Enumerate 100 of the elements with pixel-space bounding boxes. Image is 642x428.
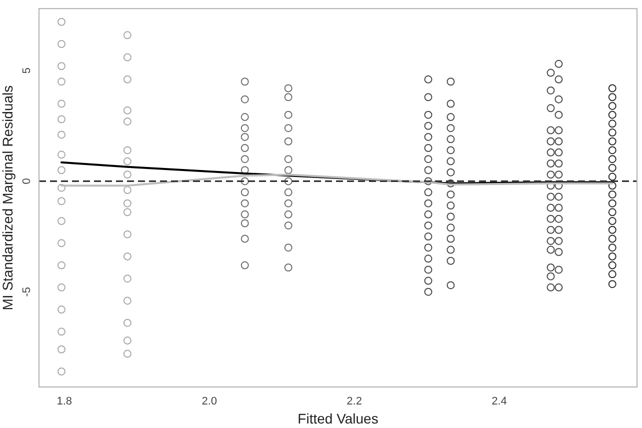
- point: [554, 95, 563, 104]
- point: [424, 221, 432, 230]
- point: [123, 252, 132, 260]
- point: [284, 155, 292, 164]
- point: [284, 244, 292, 252]
- point: [240, 188, 249, 196]
- point: [284, 93, 292, 102]
- point: [240, 78, 249, 86]
- point: [57, 283, 66, 292]
- point: [446, 224, 455, 232]
- point: [284, 124, 292, 132]
- point: [546, 246, 555, 254]
- point: [284, 188, 292, 196]
- point: [554, 148, 563, 156]
- y-tick-label: 5: [21, 68, 34, 74]
- point: [446, 234, 455, 243]
- point: [123, 106, 132, 114]
- point: [446, 124, 455, 132]
- point: [446, 78, 455, 86]
- point: [446, 281, 455, 290]
- point: [123, 318, 132, 327]
- point: [446, 212, 455, 221]
- point: [57, 18, 66, 26]
- point: [123, 31, 132, 40]
- point: [57, 166, 66, 174]
- point: [546, 160, 555, 168]
- point: [546, 170, 555, 179]
- point: [123, 117, 132, 126]
- point: [446, 190, 455, 198]
- point: [240, 234, 249, 243]
- point: [240, 177, 249, 186]
- point: [240, 144, 249, 152]
- x-axis-title: Fitted Values: [298, 410, 378, 426]
- point: [546, 283, 555, 292]
- point: [240, 95, 249, 104]
- point: [546, 236, 555, 245]
- point: [424, 210, 432, 218]
- point: [57, 150, 66, 159]
- point: [546, 272, 555, 280]
- point: [554, 214, 563, 223]
- point: [608, 137, 616, 146]
- point: [424, 93, 432, 102]
- point: [424, 199, 432, 208]
- point: [608, 120, 616, 128]
- point: [57, 78, 66, 86]
- point: [123, 350, 132, 358]
- point: [546, 226, 555, 234]
- y-tick-label: -5: [21, 286, 34, 297]
- point: [554, 160, 563, 168]
- point: [608, 164, 616, 172]
- point: [446, 179, 455, 188]
- point: [240, 132, 249, 141]
- point: [446, 256, 455, 265]
- point: [240, 210, 249, 218]
- point: [123, 75, 132, 84]
- point: [608, 146, 616, 154]
- point: [546, 137, 555, 146]
- point: [123, 146, 132, 154]
- point: [608, 244, 616, 252]
- point: [123, 336, 132, 345]
- point: [554, 110, 563, 119]
- point: [57, 184, 66, 192]
- point: [608, 110, 616, 119]
- point: [57, 345, 66, 354]
- point: [446, 202, 455, 210]
- point: [284, 210, 292, 218]
- point: [554, 75, 563, 84]
- point: [554, 248, 563, 256]
- point: [446, 100, 455, 108]
- point: [424, 244, 432, 252]
- point: [240, 124, 249, 132]
- point: [554, 170, 563, 179]
- point: [608, 226, 616, 234]
- point: [284, 137, 292, 146]
- point: [123, 208, 132, 216]
- point: [608, 252, 616, 260]
- point: [554, 192, 563, 201]
- point: [608, 234, 616, 243]
- point: [284, 110, 292, 119]
- point: [546, 214, 555, 223]
- point: [424, 132, 432, 141]
- point: [284, 84, 292, 92]
- point: [446, 157, 455, 166]
- point: [57, 217, 66, 226]
- point: [424, 166, 432, 174]
- point: [240, 199, 249, 208]
- point: [546, 126, 555, 134]
- x-tick-label: 1.8: [56, 396, 72, 408]
- point: [123, 170, 132, 179]
- point: [240, 219, 249, 228]
- point: [554, 266, 563, 274]
- point: [57, 239, 66, 248]
- point: [123, 274, 132, 283]
- point: [446, 135, 455, 144]
- point: [424, 177, 432, 186]
- point: [554, 226, 563, 234]
- point: [446, 168, 455, 176]
- point: [554, 236, 563, 245]
- point: [608, 280, 616, 288]
- point: [57, 100, 66, 108]
